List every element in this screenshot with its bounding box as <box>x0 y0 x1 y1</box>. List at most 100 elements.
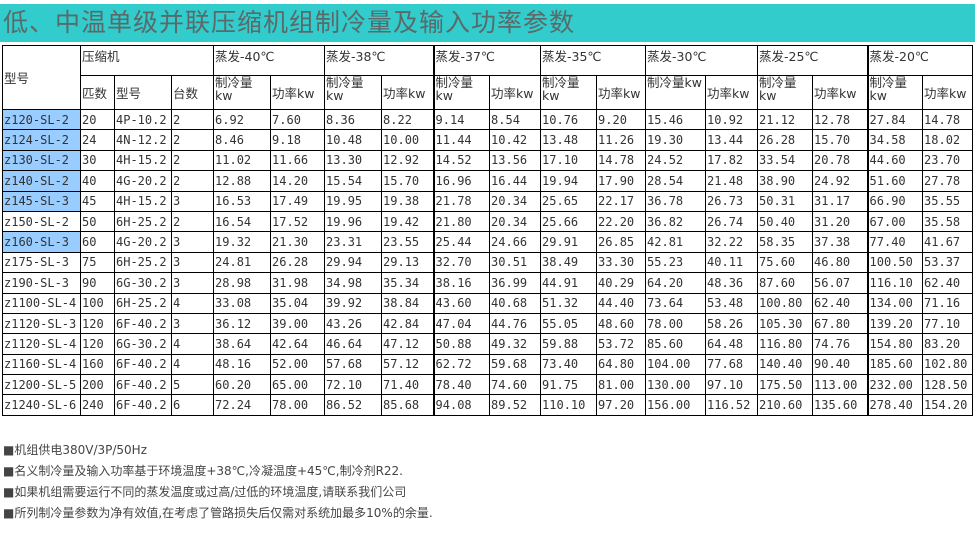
parameters-table: 型号 压缩机 蒸发-40℃ 蒸发-38℃ 蒸发-37℃ 蒸发-35℃ 蒸发-30… <box>2 45 974 416</box>
compressor-model-cell: 6F-40.2 <box>114 353 172 376</box>
compressor-model-cell: 4P-10.2 <box>114 108 172 131</box>
capacity-cell: 50.31 <box>757 190 814 212</box>
capacity-cell: 185.60 <box>866 353 924 376</box>
capacity-cell: 8.46 <box>213 129 272 151</box>
capacity-cell: 77.40 <box>866 231 924 253</box>
capacity-cell: 10.76 <box>540 108 598 131</box>
power-cell: 24.66 <box>489 231 542 253</box>
power-cell: 17.49 <box>270 190 326 212</box>
power-cell: 74.60 <box>489 374 542 396</box>
table-row: z1200-SL-5 200 6F-40.2 5 60.20 65.00 72.10 71.4… <box>2 374 974 396</box>
power-cell: 17.52 <box>270 210 326 233</box>
power-cell: 40.11 <box>705 251 759 274</box>
capacity-cell: 94.08 <box>432 394 491 416</box>
hp-cell: 24 <box>80 129 115 151</box>
capacity-cell: 36.12 <box>213 312 272 335</box>
header-capacity: 制冷量kw <box>432 75 491 110</box>
header-compressor: 压缩机 <box>79 45 215 76</box>
count-cell: 2 <box>170 129 215 151</box>
power-cell: 10.92 <box>705 108 759 131</box>
hp-cell: 60 <box>80 231 115 253</box>
capacity-cell: 104.00 <box>645 353 707 376</box>
hp-cell: 120 <box>80 312 115 335</box>
hp-cell: 40 <box>80 170 115 192</box>
table-row: z160-SL-3 60 4G-20.2 3 19.32 21.30 23.31 23.55 2… <box>2 231 974 253</box>
power-cell: 30.51 <box>489 251 542 274</box>
capacity-cell: 28.54 <box>645 170 707 192</box>
power-cell: 35.55 <box>922 190 974 212</box>
capacity-cell: 8.36 <box>324 108 383 131</box>
capacity-cell: 15.46 <box>645 108 707 131</box>
header-power: 功率kw <box>922 75 974 110</box>
table-row: z1240-SL-6 240 6F-40.2 6 72.24 78.00 86.52 85.6… <box>2 394 974 416</box>
table-row: z1100-SL-4 100 6H-25.2 4 33.08 35.04 39.92 38.8… <box>2 292 974 314</box>
compressor-model-cell: 4G-20.2 <box>114 231 172 253</box>
capacity-cell: 58.35 <box>757 231 814 253</box>
capacity-cell: 134.00 <box>866 292 924 314</box>
capacity-cell: 86.52 <box>324 394 383 416</box>
compressor-model-cell: 6F-40.2 <box>114 374 172 396</box>
capacity-cell: 19.30 <box>645 129 707 151</box>
count-cell: 6 <box>170 394 215 416</box>
capacity-cell: 43.60 <box>432 292 491 314</box>
power-cell: 56.07 <box>812 272 869 294</box>
power-cell: 102.80 <box>922 353 974 376</box>
power-cell: 13.44 <box>705 129 759 151</box>
header-power: 功率kw <box>270 75 326 110</box>
count-cell: 5 <box>170 374 215 396</box>
power-cell: 48.60 <box>596 312 647 335</box>
capacity-cell: 55.23 <box>645 251 707 274</box>
table-row: z145-SL-3 45 4H-15.2 3 16.53 17.49 19.95 19.38 2… <box>2 190 974 212</box>
capacity-cell: 91.75 <box>540 374 598 396</box>
power-cell: 16.44 <box>489 170 542 192</box>
capacity-cell: 51.32 <box>540 292 598 314</box>
power-cell: 52.00 <box>270 353 326 376</box>
capacity-cell: 33.08 <box>213 292 272 314</box>
power-cell: 7.60 <box>270 108 326 131</box>
capacity-cell: 67.00 <box>866 210 924 233</box>
hp-cell: 50 <box>80 210 115 233</box>
count-cell: 3 <box>170 231 215 253</box>
model-cell: z150-SL-2 <box>2 210 81 233</box>
power-cell: 48.36 <box>705 272 759 294</box>
power-cell: 57.12 <box>381 353 435 376</box>
capacity-cell: 19.94 <box>540 170 598 192</box>
table-row: z150-SL-2 50 6H-25.2 2 16.54 17.52 19.96 19.42 2… <box>2 210 974 233</box>
capacity-cell: 87.60 <box>757 272 814 294</box>
power-cell: 81.00 <box>596 374 647 396</box>
hp-cell: 100 <box>80 292 115 314</box>
power-cell: 74.76 <box>812 333 869 355</box>
power-cell: 64.48 <box>705 333 759 355</box>
header-power: 功率kw <box>596 75 647 110</box>
note: ■机组供电380V/3P/50Hz <box>3 443 148 457</box>
power-cell: 59.68 <box>489 353 542 376</box>
power-cell: 41.67 <box>922 231 974 253</box>
capacity-cell: 25.66 <box>540 210 598 233</box>
compressor-model-cell: 4H-15.2 <box>114 149 172 172</box>
capacity-cell: 43.26 <box>324 312 383 335</box>
power-cell: 97.20 <box>596 394 647 416</box>
table-row: z175-SL-3 75 6H-25.2 3 24.81 26.28 29.94 29.13 3… <box>2 251 974 274</box>
capacity-cell: 39.92 <box>324 292 383 314</box>
power-cell: 23.70 <box>922 149 974 172</box>
header-comp-model: 型号 <box>114 75 172 110</box>
capacity-cell: 38.64 <box>213 333 272 355</box>
table-row: z1120-SL-4 120 6G-30.2 4 38.64 42.64 46.64 47.1… <box>2 333 974 355</box>
power-cell: 67.80 <box>812 312 869 335</box>
capacity-cell: 33.54 <box>757 149 814 172</box>
capacity-cell: 100.50 <box>866 251 924 274</box>
table-row: z1160-SL-4 160 6F-40.2 4 48.16 52.00 57.68 57.1… <box>2 353 974 376</box>
capacity-cell: 110.10 <box>540 394 598 416</box>
capacity-cell: 46.64 <box>324 333 383 355</box>
hp-cell: 120 <box>80 333 115 355</box>
power-cell: 35.04 <box>270 292 326 314</box>
header-capacity: 制冷量kw <box>645 75 707 110</box>
capacity-cell: 36.82 <box>645 210 707 233</box>
power-cell: 77.68 <box>705 353 759 376</box>
table-row: z190-SL-3 90 6G-30.2 3 28.98 31.98 34.98 35.34 3… <box>2 272 974 294</box>
power-cell: 21.48 <box>705 170 759 192</box>
count-cell: 2 <box>170 170 215 192</box>
capacity-cell: 11.02 <box>213 149 272 172</box>
hp-cell: 90 <box>80 272 115 294</box>
header-evap: 蒸发-40℃ <box>213 45 326 76</box>
